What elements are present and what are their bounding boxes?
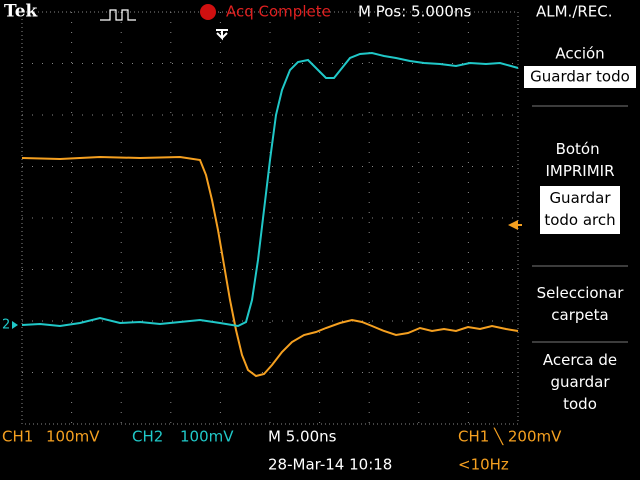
brand: Tek <box>4 2 39 22</box>
trigger-icon <box>100 9 136 21</box>
menu-label[interactable]: Seleccionar carpeta <box>537 284 625 324</box>
menu-line: todo <box>563 395 597 413</box>
menu-label[interactable]: Acerca de guardar todo <box>543 351 617 413</box>
menu-selected[interactable]: Guardar todo arch <box>544 189 615 229</box>
datetime: 28-Mar-14 10:18 <box>268 456 392 474</box>
menu-line: carpeta <box>551 306 608 324</box>
ch2-scale: 100mV <box>180 428 234 446</box>
status: Acq Complete <box>226 3 331 21</box>
ch2-label: CH2 <box>132 428 163 446</box>
selection-bg <box>540 186 620 234</box>
frequency: <10Hz <box>458 456 509 474</box>
menu-label: Acción <box>555 45 604 63</box>
menu-title: ALM./REC. <box>536 3 613 21</box>
position: M Pos: 5.000ns <box>358 3 471 21</box>
trigger-setting: CH1 ╲ 200mV <box>458 428 562 446</box>
menu-label: Botón IMPRIMIR <box>545 140 614 180</box>
ch1-label: CH1 <box>2 428 33 446</box>
menu-label-line: IMPRIMIR <box>545 162 614 180</box>
ch2-marker-arrow <box>12 321 18 329</box>
status-dot <box>200 4 216 20</box>
trigger-position <box>216 29 228 41</box>
ch1-scale: 100mV <box>46 428 100 446</box>
ch2-trace <box>21 51 519 328</box>
menu-selected[interactable]: Guardar todo <box>530 68 630 86</box>
ch1-trace <box>21 155 519 378</box>
graticule <box>21 11 519 425</box>
menu-line: Seleccionar <box>537 284 625 302</box>
menu-line: Acerca de <box>543 351 617 369</box>
menu-line: guardar <box>550 373 610 391</box>
trigger-level <box>508 220 518 230</box>
menu-line: todo arch <box>544 211 615 229</box>
selection-bg <box>524 66 636 88</box>
ch2-marker: 2 <box>2 318 10 333</box>
timebase: M 5.00ns <box>268 428 337 446</box>
menu-line: Guardar <box>549 189 611 207</box>
menu-label-line: Botón <box>556 140 600 158</box>
